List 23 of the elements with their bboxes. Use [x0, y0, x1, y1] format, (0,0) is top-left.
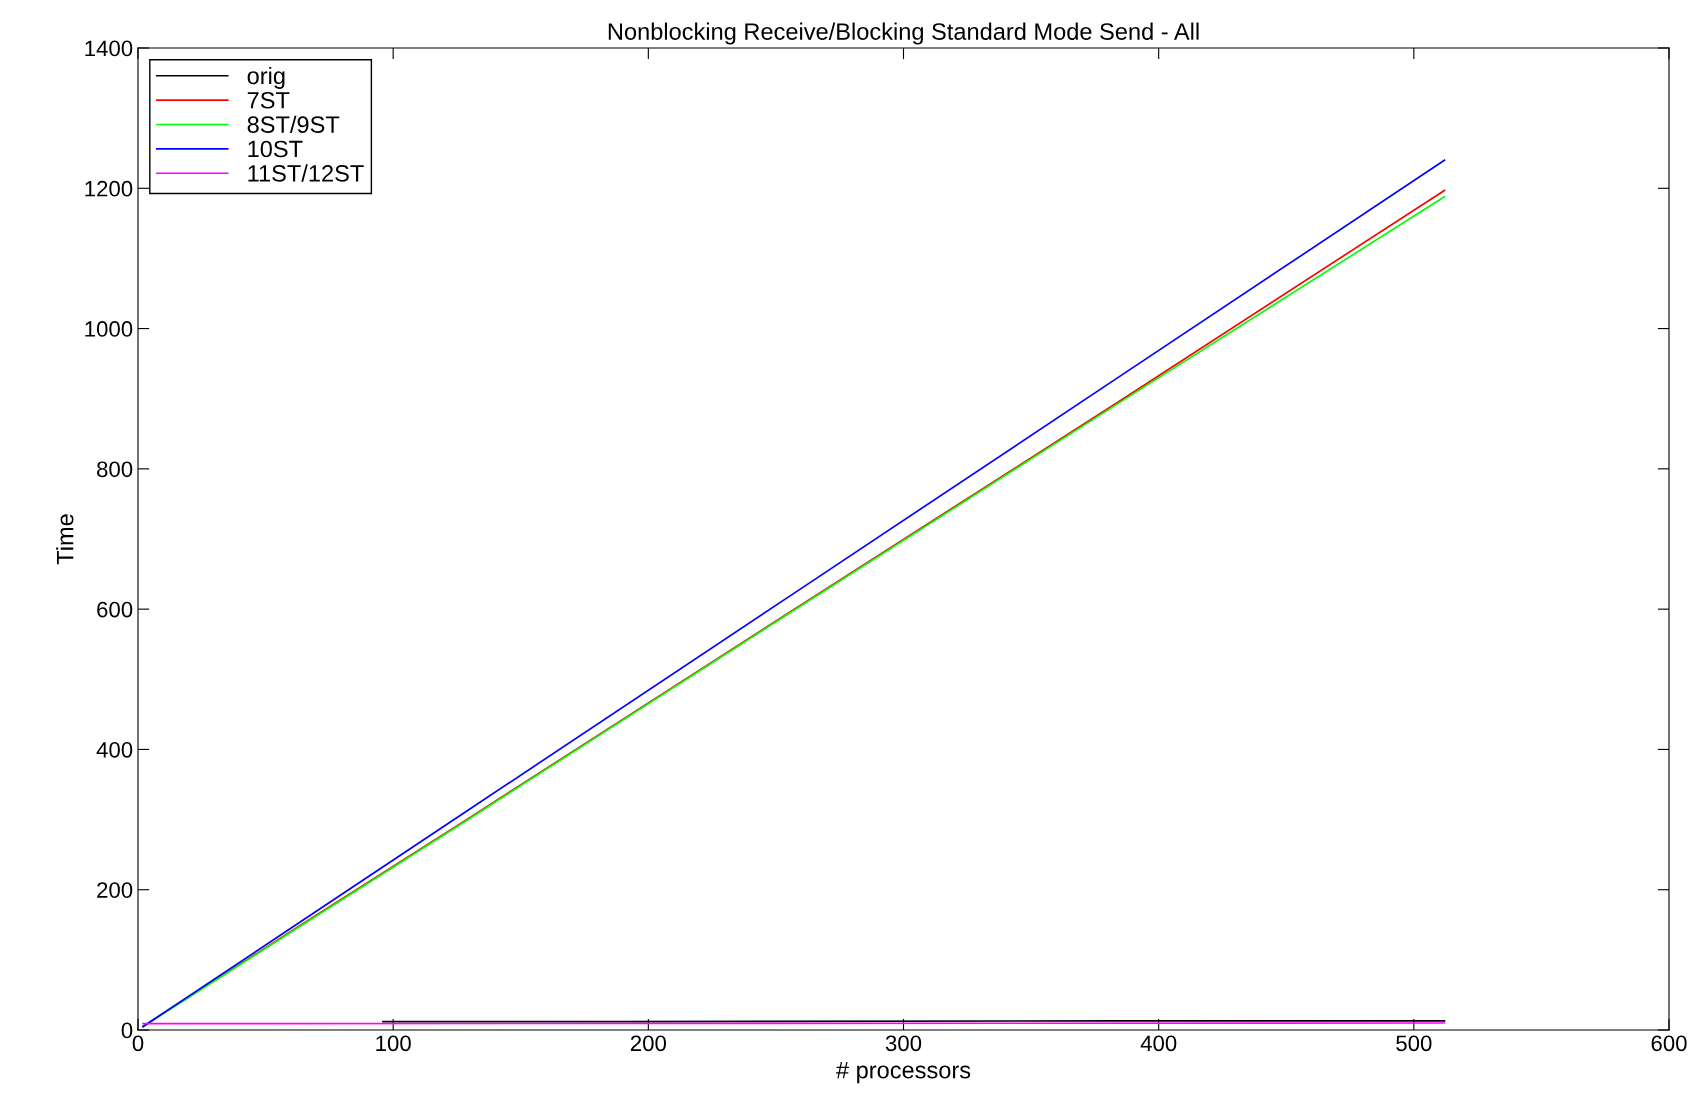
- x-tick-label: 500: [1396, 1035, 1432, 1052]
- y-tick-label: 1400: [85, 40, 133, 57]
- legend-label: 10ST: [248, 140, 303, 158]
- x-tick-label: 600: [1651, 1035, 1687, 1052]
- legend-label: 7ST: [247, 91, 290, 109]
- y-tick-label: 0: [121, 1022, 133, 1039]
- x-tick-label: 200: [630, 1035, 666, 1052]
- legend-label: 8ST/9ST: [247, 115, 340, 133]
- x-tick-label: 400: [1140, 1035, 1177, 1052]
- x-tick-label: 300: [885, 1035, 922, 1052]
- chart-title: Nonblocking Receive/Blocking Standard Mode Send - All: [608, 22, 1199, 45]
- y-tick-label: 1000: [85, 321, 133, 337]
- legend-label: orig: [247, 66, 285, 89]
- y-tick-label: 1200: [85, 180, 133, 197]
- x-tick-label: 0: [132, 1035, 144, 1052]
- x-axis-title: # processors: [836, 1062, 971, 1084]
- x-tick-label: 100: [376, 1035, 411, 1052]
- legend-label: 11ST/12ST: [248, 164, 364, 182]
- y-axis-title: Time: [56, 514, 74, 565]
- y-tick-label: 600: [97, 601, 133, 618]
- y-tick-label: 200: [97, 882, 133, 898]
- y-tick-label: 400: [96, 741, 133, 758]
- y-tick-label: 800: [97, 461, 133, 478]
